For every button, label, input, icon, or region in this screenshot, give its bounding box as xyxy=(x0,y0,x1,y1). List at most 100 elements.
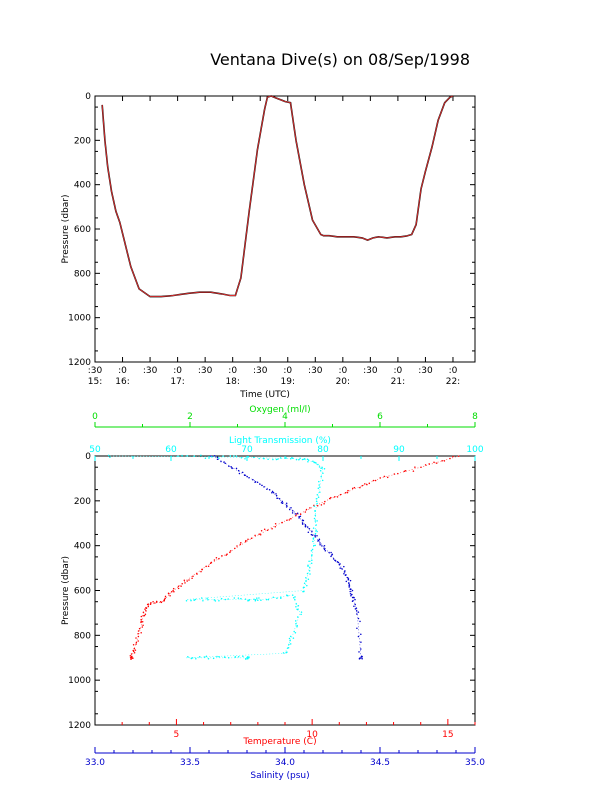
x-tick-label-minutes: :30 xyxy=(143,366,158,376)
transmission-point xyxy=(289,639,291,642)
temperature-point xyxy=(452,455,454,458)
temperature-point xyxy=(164,597,166,599)
salinity-point xyxy=(248,476,250,479)
page-title: Ventana Dive(s) on 08/Sep/1998 xyxy=(210,50,470,69)
y-tick-label: 0 xyxy=(85,452,91,462)
transmission-point xyxy=(286,647,289,649)
transmission-point xyxy=(296,625,298,628)
oxygen-tick-label: 8 xyxy=(472,412,478,422)
temperature-point xyxy=(236,545,238,547)
transmission-point xyxy=(260,599,262,602)
salinity-point xyxy=(357,617,360,620)
salinity-point xyxy=(357,635,360,638)
oxygen-axis-label: Oxygen (ml/l) xyxy=(249,405,310,415)
temperature-point xyxy=(145,607,148,610)
transmission-point xyxy=(312,527,315,529)
transmission-point xyxy=(308,560,310,562)
salinity-point xyxy=(350,595,352,597)
temperature-point xyxy=(167,592,170,595)
transmission-point xyxy=(312,540,314,543)
transmission-point xyxy=(295,603,298,605)
salinity-point xyxy=(288,508,291,511)
temperature-point xyxy=(379,477,381,479)
transmission-point xyxy=(319,469,322,472)
transmission-point xyxy=(307,565,309,567)
x-tick-label-hours: 17: xyxy=(170,377,184,387)
salinity-point xyxy=(271,492,273,494)
salinity-point xyxy=(304,524,307,526)
salinity-point xyxy=(243,474,246,476)
salinity-point xyxy=(238,472,241,475)
transmission-point xyxy=(257,599,259,601)
salinity-point xyxy=(259,483,261,485)
salinity-axis-label: Salinity (psu) xyxy=(250,771,309,781)
temperature-point xyxy=(137,630,140,632)
y-tick-label: 400 xyxy=(74,181,91,191)
transmission-point xyxy=(200,597,203,599)
salinity-point xyxy=(235,467,238,470)
temperature-point xyxy=(141,621,144,623)
temperature-point xyxy=(138,627,141,630)
x-tick-label-hours: 20: xyxy=(336,377,350,387)
salinity-point xyxy=(275,493,277,495)
transmission-point xyxy=(195,657,197,660)
transmission-point xyxy=(254,600,257,602)
temperature-point xyxy=(133,652,136,654)
temperature-point xyxy=(181,582,183,585)
y-tick-label: 200 xyxy=(74,497,91,507)
salinity-point xyxy=(354,603,356,606)
salinity-point xyxy=(330,551,332,554)
temperature-point xyxy=(188,579,190,581)
transmission-point xyxy=(247,455,249,458)
transmission-point xyxy=(218,599,220,602)
salinity-point xyxy=(285,502,288,505)
temperature-point xyxy=(213,559,216,561)
salinity-point xyxy=(294,513,297,515)
transmission-point xyxy=(185,600,188,602)
x-tick-label-minutes: :0 xyxy=(173,366,182,376)
x-tick-label-hours: 15: xyxy=(88,377,102,387)
salinity-point xyxy=(353,605,355,608)
transmission-point xyxy=(194,598,197,601)
transmission-point xyxy=(319,486,321,488)
salinity-point xyxy=(254,480,257,483)
salinity-tick-label: 34.0 xyxy=(275,758,295,768)
transmission-point xyxy=(227,598,229,600)
transmission-point xyxy=(288,637,291,640)
temperature-point xyxy=(328,497,331,500)
temperature-point xyxy=(200,570,202,573)
oxygen-tick-label: 2 xyxy=(187,412,193,422)
transmission-point xyxy=(253,456,255,459)
x-tick-label-minutes: :30 xyxy=(88,366,103,376)
temperature-point xyxy=(135,641,138,644)
salinity-point xyxy=(230,465,232,468)
transmission-point xyxy=(191,657,194,659)
transmission-point xyxy=(307,460,309,463)
salinity-point xyxy=(296,512,299,515)
transmission-point xyxy=(305,577,307,579)
salinity-tick-label: 35.0 xyxy=(465,758,485,768)
transmission-point xyxy=(224,598,227,601)
transmission-point xyxy=(187,656,189,658)
temperature-point xyxy=(140,618,142,621)
temperature-point xyxy=(140,615,143,618)
temperature-point xyxy=(160,601,163,604)
temperature-point xyxy=(147,605,150,608)
temperature-point xyxy=(141,626,144,628)
temperature-point xyxy=(374,479,377,482)
transmission-point xyxy=(303,590,305,593)
transmission-point xyxy=(272,596,275,599)
x-axis-label: Time (UTC) xyxy=(239,390,290,400)
temperature-point xyxy=(132,643,135,646)
x-tick-label-minutes: :30 xyxy=(253,366,268,376)
temperature-point xyxy=(192,575,194,577)
transmission-point xyxy=(289,458,292,460)
transmission-point xyxy=(258,597,260,599)
transmission-point xyxy=(220,597,223,600)
transmission-tick-label: 80 xyxy=(317,445,329,455)
salinity-point xyxy=(256,481,259,484)
y-tick-label: 0 xyxy=(85,92,91,102)
salinity-point xyxy=(346,576,349,579)
salinity-point xyxy=(268,488,271,491)
transmission-point xyxy=(303,582,306,585)
